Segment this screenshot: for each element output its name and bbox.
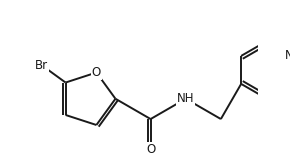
Text: Br: Br <box>35 59 48 72</box>
Text: NH: NH <box>177 92 195 105</box>
Text: N: N <box>285 49 290 62</box>
Text: O: O <box>146 143 155 156</box>
Text: O: O <box>92 66 101 79</box>
